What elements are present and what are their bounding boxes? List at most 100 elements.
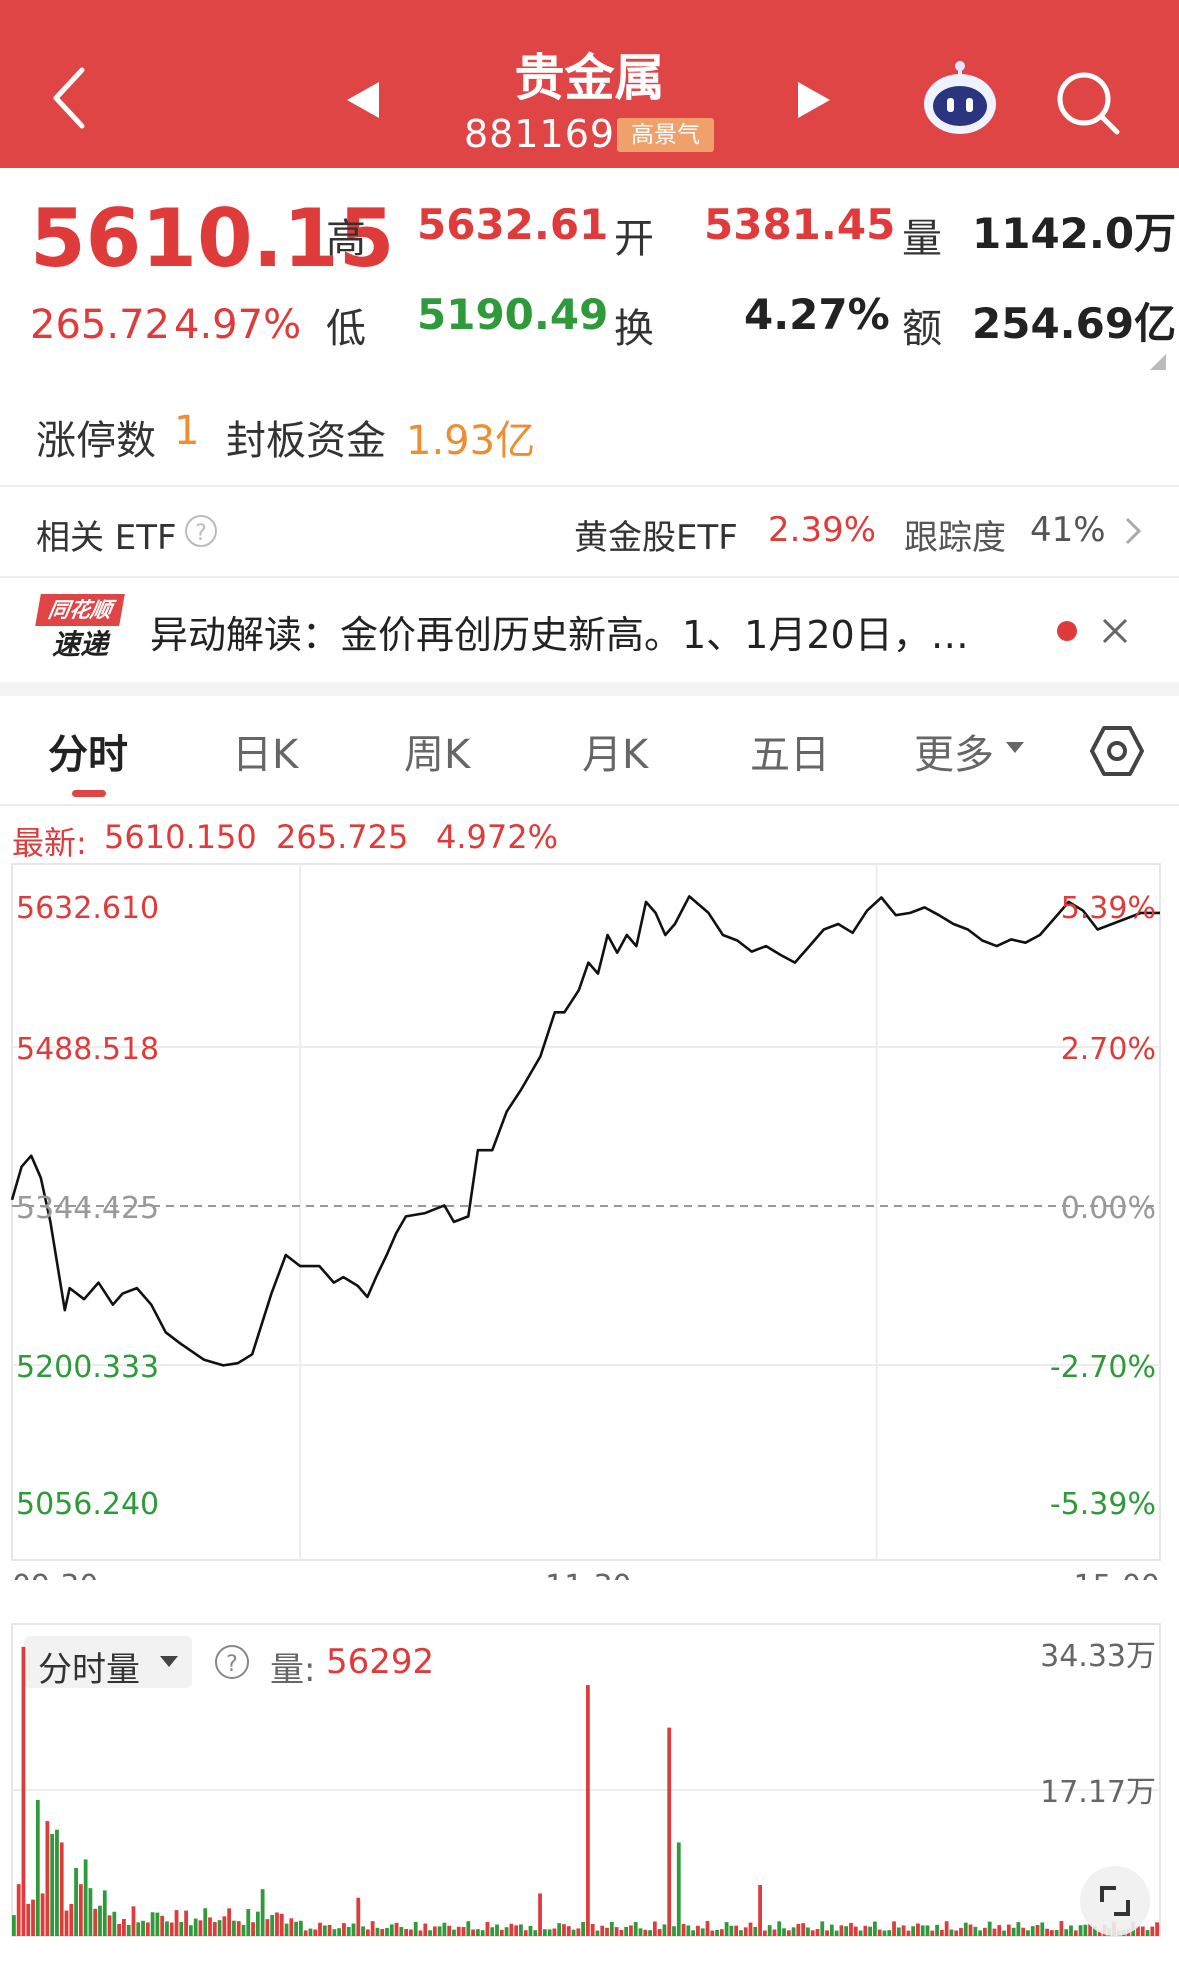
volume-bar (16, 1884, 21, 1936)
volume-bar (542, 1929, 547, 1936)
intraday-price-chart: 5632.610 5.39% 5488.518 2.70% 5344.425 0.00% 5… (10, 863, 1161, 1580)
volume-bar (801, 1923, 806, 1936)
volume-bar (920, 1925, 925, 1936)
volume-bar (1145, 1930, 1150, 1936)
close-icon[interactable] (1100, 616, 1130, 646)
chevron-right-icon (1125, 517, 1142, 545)
volume-bar (35, 1799, 40, 1936)
volume-bar (322, 1925, 327, 1936)
volume-bar (624, 1926, 629, 1936)
volume-bar (184, 1910, 188, 1936)
volume-bar (786, 1930, 791, 1936)
volume-bar (375, 1927, 380, 1936)
volume-bar (877, 1929, 882, 1936)
volume-bar (605, 1927, 609, 1936)
volume-bar (232, 1920, 236, 1936)
tab-day-k[interactable]: 日K (232, 732, 299, 778)
latest-pct: 4.972% (436, 818, 559, 856)
volume-bar (1016, 1922, 1021, 1936)
expand-corner-icon[interactable] (1150, 354, 1166, 370)
volume-bar (246, 1909, 251, 1936)
tab-five-day[interactable]: 五日 (750, 732, 830, 778)
volume-bar (825, 1930, 829, 1936)
volume-bar (480, 1930, 485, 1936)
next-arrow-icon[interactable] (796, 80, 832, 120)
volume-bar (700, 1928, 705, 1936)
volume-bar (251, 1922, 255, 1936)
tab-fenshi[interactable]: 分时 (48, 732, 128, 778)
volume-bar (413, 1921, 418, 1936)
help-icon[interactable]: ? (184, 514, 218, 548)
volume-bar (906, 1930, 911, 1936)
volume-bar (758, 1884, 762, 1936)
volume-bar (136, 1922, 141, 1936)
svg-text:?: ? (195, 521, 207, 546)
limit-count: 1 (174, 408, 200, 454)
volume-bar (342, 1923, 346, 1936)
open-label: 开 (614, 216, 654, 262)
volume-bar (1069, 1925, 1073, 1936)
tab-more[interactable]: 更多 (914, 732, 994, 778)
robot-assistant-icon[interactable] (920, 60, 1000, 136)
related-etf-row[interactable]: 相关 ETF ? 黄金股ETF 2.39% 跟踪度 41% (0, 488, 1179, 576)
back-icon[interactable] (48, 66, 88, 130)
limit-count-label: 涨停数 (36, 418, 156, 464)
volume-bar (165, 1921, 169, 1936)
search-icon[interactable] (1055, 70, 1121, 136)
volume-bar (117, 1924, 122, 1936)
volume-bar (930, 1930, 935, 1936)
volume-bar (399, 1927, 404, 1936)
volume-bar (289, 1918, 294, 1936)
track-label: 跟踪度 (904, 518, 1006, 558)
volume-bar (1140, 1926, 1145, 1936)
volume-bar (1073, 1930, 1078, 1936)
volume-bar (332, 1929, 337, 1936)
volume-value-label: 量: (270, 1650, 316, 1690)
volume-bar (308, 1928, 313, 1936)
volume-bar (437, 1926, 442, 1936)
y-tick-label: 5056.240 (16, 1487, 159, 1522)
volume-bar (791, 1927, 796, 1936)
volume-bar-chart: 34.33万 17.17万 (11, 1623, 1161, 1937)
volume-bar (26, 1903, 31, 1936)
volume-bar (236, 1921, 241, 1936)
volume-bar (676, 1842, 681, 1936)
page-title: 贵金属 (514, 49, 665, 107)
price-change: 265.72 (30, 302, 170, 348)
volume-bar (126, 1924, 131, 1936)
volume-bar (303, 1930, 308, 1936)
volume-bar (715, 1929, 719, 1936)
volume-bar (772, 1929, 777, 1936)
volume-bar (672, 1926, 676, 1936)
volume-bar (346, 1926, 351, 1936)
volume-bar (160, 1915, 165, 1936)
volume-bar (88, 1888, 93, 1936)
tab-month-k[interactable]: 月K (582, 732, 649, 778)
volume-bar (820, 1921, 825, 1936)
volume-bar (987, 1921, 992, 1936)
fullscreen-button[interactable] (1080, 1866, 1150, 1936)
volume-bar (748, 1922, 753, 1936)
volume-selector[interactable]: 分时量 (24, 1636, 192, 1690)
tab-week-k[interactable]: 周K (404, 732, 471, 778)
volume-bar (806, 1927, 810, 1936)
prev-arrow-icon[interactable] (345, 80, 381, 120)
volume-bar (691, 1930, 696, 1936)
volume-bar (145, 1922, 150, 1936)
latest-label: 最新: (12, 824, 87, 862)
volume-bar (853, 1926, 858, 1936)
volume-bar (299, 1920, 303, 1936)
volume-bar (456, 1926, 461, 1936)
help-icon[interactable]: ? (214, 1644, 250, 1680)
volume-bar (313, 1929, 318, 1936)
volume-bar (270, 1914, 275, 1936)
news-row[interactable]: 同花顺 速递 异动解读：金价再创历史新高。1、1月20日，… (0, 578, 1179, 678)
volume-bar (1054, 1929, 1059, 1936)
settings-icon[interactable] (1090, 724, 1144, 778)
volume-bar (275, 1912, 279, 1936)
volume-bar (98, 1905, 102, 1936)
etf-name: 黄金股ETF (574, 518, 738, 558)
volume-bar (973, 1926, 978, 1936)
amount-label: 额 (902, 306, 942, 352)
volume-bar (586, 1685, 590, 1936)
